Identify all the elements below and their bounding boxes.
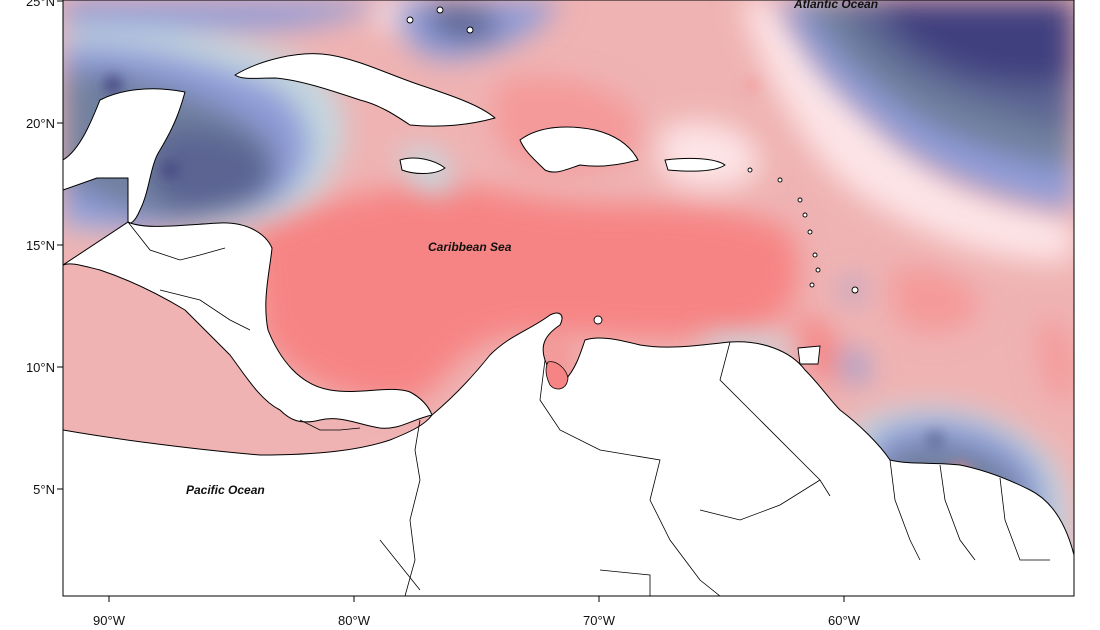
central-america-land (63, 88, 433, 429)
south-america-land (63, 312, 1074, 596)
y-tick-label: 20°N (26, 116, 55, 131)
longitude-axis: 90°W 80°W 70°W 60°W (93, 596, 861, 628)
x-tick-label: 90°W (93, 613, 126, 628)
land-masses (63, 53, 1074, 596)
plot-frame (62, 0, 1075, 597)
jamaica-island (399, 157, 446, 174)
atlantic-ocean-label: Atlantic Ocean (793, 0, 878, 11)
puerto-rico-island (664, 157, 726, 172)
x-tick-label: 70°W (583, 613, 616, 628)
trinidad-island (797, 345, 821, 365)
hispaniola-island (519, 126, 639, 173)
y-tick-label: 10°N (26, 360, 55, 375)
y-tick-label: 15°N (26, 238, 55, 253)
anomaly-field (63, 0, 1074, 596)
y-tick-label: 5°N (33, 482, 55, 497)
caribbean-sea-label: Caribbean Sea (428, 240, 512, 254)
borders (127, 221, 1050, 596)
x-tick-label: 60°W (828, 613, 861, 628)
lake-maracaibo (545, 361, 569, 390)
latitude-axis: 25°N 20°N 15°N 10°N 5°N (26, 0, 63, 497)
small-islands (406, 6, 859, 325)
x-tick-label: 80°W (338, 613, 371, 628)
cuba-island (234, 53, 496, 127)
pacific-ocean-label: Pacific Ocean (186, 483, 265, 497)
y-tick-label: 25°N (26, 0, 55, 9)
